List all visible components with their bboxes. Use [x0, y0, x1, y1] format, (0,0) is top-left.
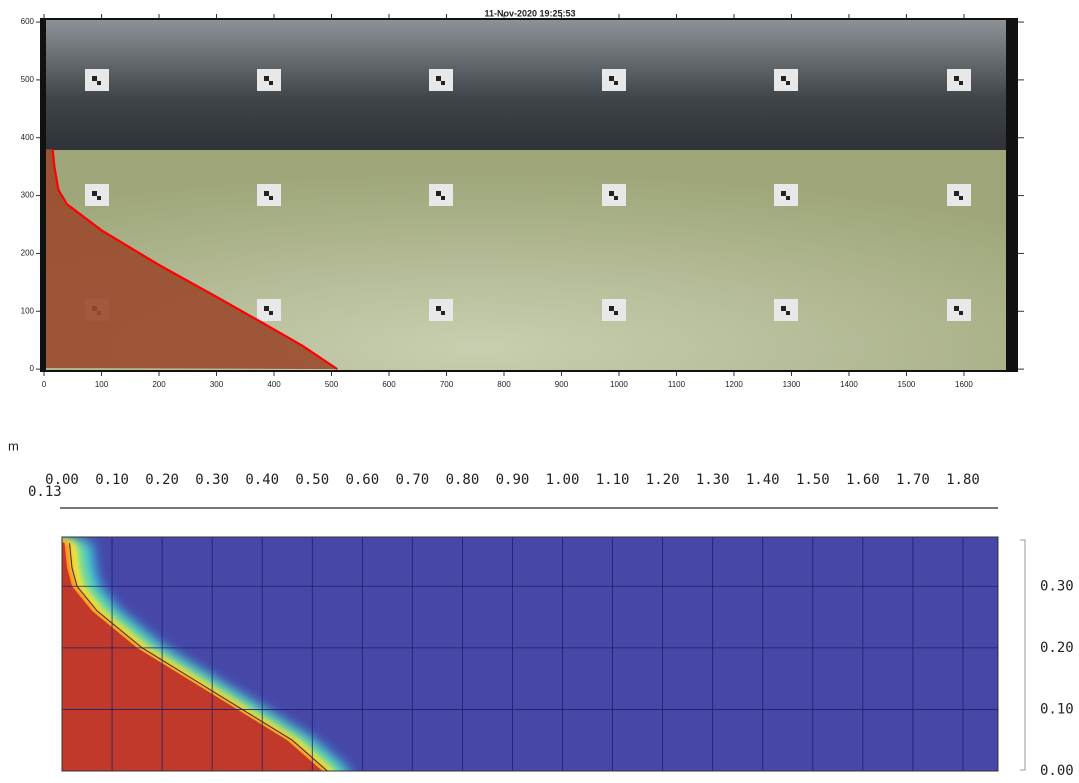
x-tick-label: 0.30	[195, 472, 229, 488]
x-tick-label: 1200	[725, 380, 743, 389]
marker-dot	[781, 306, 786, 311]
y-tick-label: 0.10	[1040, 701, 1074, 717]
marker-dot	[436, 191, 441, 196]
x-tick-label: 1.80	[946, 472, 980, 488]
x-tick-label: 700	[440, 380, 454, 389]
marker-dot	[436, 306, 441, 311]
x-tick-label: 900	[555, 380, 569, 389]
x-tick-label: 0.50	[295, 472, 329, 488]
marker-dot	[97, 81, 101, 85]
x-tick-label: 0.00	[45, 472, 79, 488]
x-tick-label: 1.70	[896, 472, 930, 488]
marker-dot	[781, 76, 786, 81]
y-tick-label: 0.20	[1040, 640, 1074, 656]
right-bracket	[1020, 539, 1026, 771]
x-tick-label: 500	[325, 380, 339, 389]
x-tick-label: 1.60	[846, 472, 880, 488]
x-tick-label: 400	[267, 380, 281, 389]
chart-title: 11-Nov-2020 19:25:53	[484, 8, 575, 18]
x-tick-label: 600	[382, 380, 396, 389]
x-tick-label: 1300	[783, 380, 801, 389]
marker-dot	[269, 311, 273, 315]
y-tick-label: 0.00	[1040, 763, 1074, 779]
interface-line	[51, 149, 338, 371]
y-tick-label: 200	[21, 249, 35, 258]
y-tick-label: 300	[21, 191, 35, 200]
marker-dot	[781, 191, 786, 196]
x-tick-label: 0.70	[396, 472, 430, 488]
axis-unit: m	[8, 438, 19, 453]
marker-dot	[786, 196, 790, 200]
x-tick-label: 1100	[668, 380, 686, 389]
x-tick-label: 0.90	[496, 472, 530, 488]
x-tick-label: 100	[95, 380, 109, 389]
marker-dot	[441, 311, 445, 315]
x-tick-label: 1.00	[546, 472, 580, 488]
marker-dot	[441, 196, 445, 200]
y-tick-label: 600	[21, 17, 35, 26]
field-band	[62, 542, 323, 771]
marker-dot	[269, 81, 273, 85]
x-tick-label: 1.30	[696, 472, 730, 488]
marker-dot	[97, 196, 101, 200]
marker-dot	[609, 76, 614, 81]
x-tick-label: 0.60	[345, 472, 379, 488]
x-tick-label: 300	[210, 380, 224, 389]
x-tick-label: 0	[42, 380, 47, 389]
x-tick-label: 1600	[955, 380, 973, 389]
marker-dot	[614, 81, 618, 85]
marker-dot	[264, 306, 269, 311]
x-tick-label: 1.40	[746, 472, 780, 488]
x-tick-label: 0.10	[95, 472, 129, 488]
marker-dot	[614, 311, 618, 315]
marker-dot	[269, 196, 273, 200]
y-tick-label: 400	[21, 133, 35, 142]
marker-dot	[609, 306, 614, 311]
y-tick-label: 500	[21, 75, 35, 84]
x-tick-label: 0.20	[145, 472, 179, 488]
marker-dot	[609, 191, 614, 196]
x-tick-label: 800	[497, 380, 511, 389]
y-tick-label: 0.30	[1040, 578, 1074, 594]
marker-dot	[959, 81, 963, 85]
marker-dot	[264, 191, 269, 196]
x-tick-label: 0.40	[245, 472, 279, 488]
marker-dot	[954, 76, 959, 81]
annotation: 0.13	[28, 484, 62, 500]
x-tick-label: 1.10	[596, 472, 630, 488]
marker-dot	[264, 76, 269, 81]
x-tick-label: 1400	[840, 380, 858, 389]
marker-dot	[92, 191, 97, 196]
x-tick-label: 1000	[610, 380, 628, 389]
x-tick-label: 1.50	[796, 472, 830, 488]
marker-dot	[959, 311, 963, 315]
marker-dot	[92, 76, 97, 81]
marker-dot	[786, 311, 790, 315]
marker-dot	[436, 76, 441, 81]
x-tick-label: 1500	[898, 380, 916, 389]
x-tick-label: 0.80	[446, 472, 480, 488]
marker-dot	[954, 191, 959, 196]
marker-dot	[786, 81, 790, 85]
marker-dot	[959, 196, 963, 200]
marker-dot	[441, 81, 445, 85]
marker-dot	[614, 196, 618, 200]
y-tick-label: 100	[21, 306, 35, 315]
sim-border	[61, 536, 999, 772]
sand-region	[46, 149, 338, 370]
x-tick-label: 1.20	[646, 472, 680, 488]
x-tick-label: 200	[152, 380, 166, 389]
photo-upper	[46, 20, 1006, 152]
marker-dot	[954, 306, 959, 311]
y-tick-label: 0	[30, 364, 35, 373]
